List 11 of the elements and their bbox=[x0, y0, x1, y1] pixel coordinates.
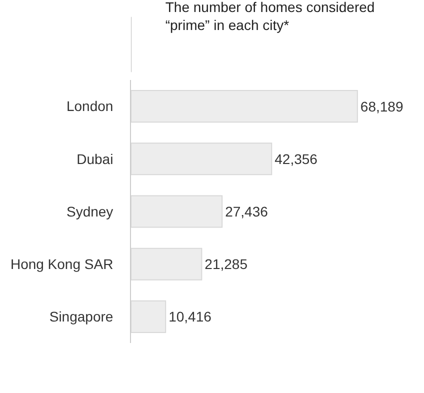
data-label: 68,189 bbox=[360, 98, 404, 114]
y-tick-label: Sydney bbox=[66, 203, 114, 220]
y-tick-label: London bbox=[66, 98, 114, 114]
data-label: 42,356 bbox=[274, 150, 318, 167]
y-tick-label: Singapore bbox=[49, 308, 114, 325]
data-label: 21,285 bbox=[204, 256, 248, 272]
data-label: 10,416 bbox=[168, 308, 212, 325]
y-tick-label: Hong Kong SAR bbox=[10, 256, 114, 272]
chart-title: The number of homes considered “prime” in each city* bbox=[165, 0, 375, 33]
data-label: 27,436 bbox=[225, 204, 268, 220]
y-tick-label: Dubai bbox=[76, 150, 114, 167]
